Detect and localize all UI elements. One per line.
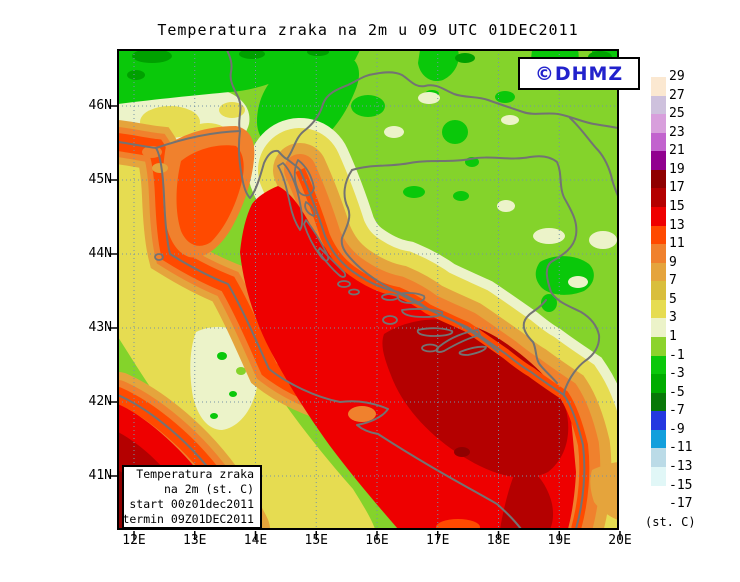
colorbar-label--5: -5 (669, 384, 685, 400)
colorbar-box (651, 77, 666, 96)
colorbar-box (651, 206, 666, 226)
lon-label-19E: 19E (547, 533, 571, 548)
colorbar-box (651, 188, 666, 207)
colorbar-box (651, 411, 666, 430)
colorbar-box (651, 95, 666, 115)
map-field (118, 50, 618, 529)
colorbar-label--11: -11 (669, 440, 693, 456)
lat-label-45N: 45N (88, 172, 112, 187)
lon-label-16E: 16E (365, 533, 389, 548)
lat-label-44N: 44N (88, 246, 112, 261)
dhmz-watermark-box: ©DHMZ (518, 57, 640, 90)
colorbar-label--1: -1 (669, 347, 685, 363)
lon-label-17E: 17E (426, 533, 450, 548)
lon-label-12E: 12E (122, 533, 146, 548)
colorbar-box (651, 485, 666, 505)
colorbar-box (651, 355, 666, 375)
colorbar-label-9: 9 (669, 254, 677, 270)
lon-label-15E: 15E (304, 533, 328, 548)
colorbar-label-19: 19 (669, 161, 685, 177)
colorbar-box (651, 169, 666, 189)
lat-label-42N: 42N (88, 394, 112, 409)
colorbar-box (651, 466, 666, 486)
lat-label-46N: 46N (88, 98, 112, 113)
colorbar-label-3: 3 (669, 310, 677, 326)
lon-label-13E: 13E (183, 533, 207, 548)
colorbar-label--17: -17 (669, 496, 693, 512)
colorbar-label-17: 17 (669, 180, 685, 196)
page-title: Temperatura zraka na 2m u 09 UTC 01DEC20… (157, 21, 579, 39)
colorbar-box (651, 244, 666, 263)
colorbar-box (651, 132, 666, 152)
colorbar-label--15: -15 (669, 477, 693, 493)
colorbar-label--13: -13 (669, 458, 693, 474)
colorbar-label-7: 7 (669, 273, 677, 289)
colorbar-label-15: 15 (669, 198, 685, 214)
axis-ticks (108, 105, 621, 540)
colorbar-unit-label: (st. C) (645, 515, 696, 529)
colorbar-box (651, 318, 666, 337)
map-frame (117, 49, 619, 530)
colorbar-label--3: -3 (669, 366, 685, 382)
colorbar-box (651, 281, 666, 300)
colorbar-box (651, 336, 666, 356)
lon-label-14E: 14E (243, 533, 268, 548)
lon-label-18E: 18E (486, 533, 511, 548)
colorbar-box (651, 448, 666, 467)
colorbar-box (651, 429, 666, 449)
dhmz-logo-text: ©DHMZ (534, 62, 624, 85)
info-line: start 00z01dec2011 (129, 497, 254, 511)
info-line: na 2m (st. C) (163, 482, 254, 496)
coastlines-borders (118, 50, 618, 529)
colorbar-label-13: 13 (669, 217, 685, 233)
colorbar-box (651, 262, 666, 282)
colorbar-box (651, 114, 666, 133)
colorbar-label-1: 1 (669, 328, 677, 344)
colorbar-label-5: 5 (669, 291, 677, 307)
colorbar-box (651, 225, 666, 245)
info-line: Temperatura zraka (136, 467, 254, 481)
colorbar-box (651, 299, 666, 319)
colorbar-label--9: -9 (669, 421, 685, 437)
colorbar-label-27: 27 (669, 87, 685, 103)
graticule (118, 50, 618, 529)
colorbar-label-21: 21 (669, 143, 685, 159)
colorbar-label-11: 11 (669, 236, 685, 252)
colorbar-label-29: 29 (669, 69, 685, 84)
colorbar-label-25: 25 (669, 106, 685, 122)
lat-label-41N: 41N (88, 468, 112, 483)
colorbar-box (651, 392, 666, 412)
colorbar-label--7: -7 (669, 403, 685, 419)
info-line: termin 09Z01DEC2011 (122, 512, 254, 526)
colorbar-box (651, 151, 666, 170)
colorbar-label-23: 23 (669, 124, 685, 140)
east-pale-patches (384, 92, 617, 288)
lon-label-20E: 20E (608, 533, 632, 548)
lat-label-43N: 43N (88, 320, 112, 335)
map-info-box: Temperatura zraka na 2m (st. C) start 00… (122, 465, 262, 529)
colorbar-box (651, 374, 666, 393)
